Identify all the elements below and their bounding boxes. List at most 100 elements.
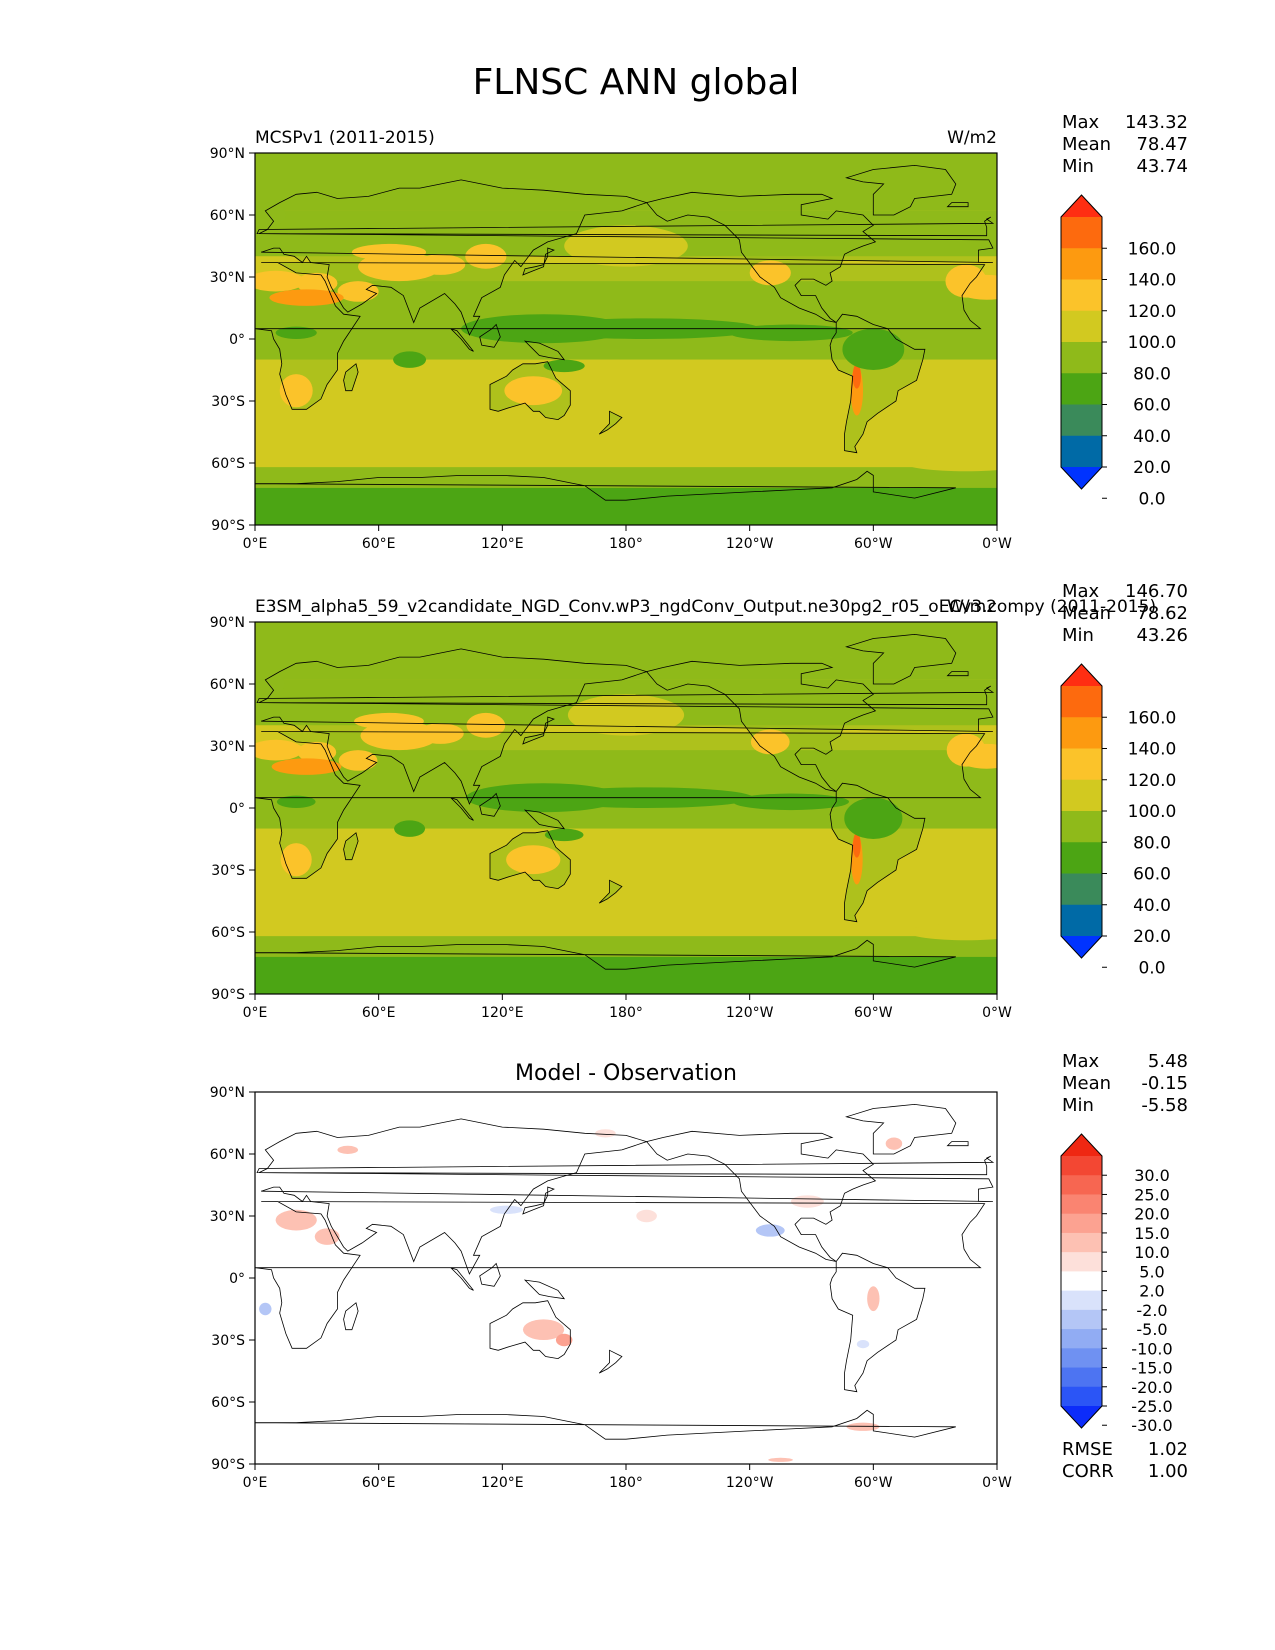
stat-value: -0.15 [1141, 1073, 1188, 1094]
lat-tick-label: 60°S [211, 1395, 245, 1411]
diff-feature [522, 1319, 565, 1340]
field-feature [732, 793, 850, 811]
colorbar-segment [1061, 310, 1102, 343]
panel-title-right: W/m2 [947, 597, 997, 617]
coastline-nz [598, 1349, 623, 1374]
diff-feature [595, 1129, 616, 1138]
coastline-borneo [479, 1262, 501, 1287]
field-feature [544, 828, 584, 842]
coastline-africa [255, 1201, 986, 1349]
colorbar-segment [1061, 1329, 1102, 1349]
coastline-sumatra [450, 328, 474, 352]
coastline-iceland [946, 202, 969, 208]
coastline-japan [522, 1186, 555, 1215]
field-land-eurasia [259, 648, 993, 804]
colorbar-segment [1061, 1252, 1102, 1272]
diff-feature [856, 1340, 870, 1349]
field-land-japan [522, 248, 554, 275]
coastline-borneo [479, 792, 501, 817]
field-band [255, 956, 997, 994]
panel-diff: Model - Observation 90°N 60°N 30°N 0° 30°S 60°… [210, 1051, 1188, 1491]
colorbar-tick-label: 20.0 [1133, 927, 1171, 947]
panel-test: MCSPv1 (2011-2015) W/m2 90°N 60°N 30°N 0° 30°S… [210, 112, 1188, 552]
field-feature [393, 351, 427, 368]
coastline-uk [256, 685, 995, 706]
stat-label: Mean [1062, 603, 1111, 624]
colorbar-segment [1061, 1156, 1102, 1176]
colorbar-segment [1061, 373, 1102, 405]
field-feature [852, 363, 861, 389]
colorbar-tick-label: 0.0 [1138, 958, 1165, 978]
stat-value: 146.70 [1125, 581, 1188, 602]
colorbar-tick-label: -2.0 [1136, 1301, 1167, 1320]
colorbar-tick-label: 30.0 [1134, 1166, 1170, 1185]
coastline-greenland [845, 633, 957, 685]
field-land-greenland [846, 634, 956, 684]
field-land-greenland [846, 165, 956, 215]
stat-value: 5.48 [1148, 1051, 1188, 1072]
diff-feature [337, 1145, 359, 1154]
field-feature [255, 739, 303, 761]
stat-label: Min [1062, 625, 1094, 646]
field-feature [297, 741, 337, 763]
colorbar-segment [1061, 748, 1102, 781]
lat-tick-label: 90°S [211, 1457, 245, 1473]
lon-tick-label: 60°E [362, 1005, 396, 1021]
field-feature [280, 843, 312, 877]
coastline-newguinea [523, 340, 566, 361]
colorbar-tick-label: 80.0 [1133, 833, 1171, 853]
coastline-australia [489, 361, 571, 421]
colorbar-tick-label: 160.0 [1128, 708, 1177, 728]
colorbar-tick-label: 0.0 [1138, 489, 1165, 509]
coastline-greenland [845, 1103, 957, 1155]
colorbar-tick-label: 25.0 [1134, 1185, 1170, 1204]
stat-value: 143.32 [1125, 112, 1188, 133]
coastline-samerica [829, 782, 926, 923]
diff-feature [275, 1209, 317, 1231]
lon-tick-label: 60°W [854, 1005, 893, 1021]
stat-label: Mean [1062, 1073, 1111, 1094]
panel-title-right: W/m2 [947, 128, 997, 148]
coastline-iceland [946, 1141, 969, 1147]
stat-label: Mean [1062, 134, 1111, 155]
colorbar-tick-label: -30.0 [1131, 1416, 1172, 1435]
coastline-newguinea [523, 809, 566, 830]
field-feature [354, 712, 424, 730]
colorbar-diff: 30.025.020.015.010.05.02.0-2.0-5.0-10.0-… [1060, 1133, 1173, 1435]
field-feature [276, 795, 316, 808]
field-feature [907, 923, 997, 941]
colorbar-tick-label: -25.0 [1131, 1397, 1172, 1416]
field-feature [415, 254, 466, 275]
colorbar-segment [1061, 1175, 1102, 1195]
coastline-borneo [479, 323, 501, 348]
diff-feature [259, 1302, 272, 1316]
panel-title-left: MCSPv1 (2011-2015) [255, 128, 435, 148]
diff-feature [768, 1457, 793, 1462]
field-feature [271, 758, 342, 775]
colorbar-segment [1061, 811, 1102, 843]
field-feature [337, 281, 379, 302]
diff-feature [846, 1422, 880, 1431]
field-feature [852, 832, 861, 858]
colorbar-tick-label: 140.0 [1128, 271, 1177, 291]
lat-tick-label: 90°S [211, 518, 245, 534]
stat-value: 43.74 [1136, 156, 1188, 177]
coastline-antarctica [255, 1409, 956, 1464]
lon-tick-label: 0°E [243, 1005, 268, 1021]
diff-feature [885, 1137, 903, 1150]
panel-ref: E3SM_alpha5_59_v2candidate_NGD_Conv.wP3_… [210, 581, 1188, 1021]
colorbar-segment [1061, 217, 1102, 249]
colorbar-extend-max [1061, 195, 1102, 217]
footer-stat-label: RMSE [1062, 1439, 1113, 1460]
colorbar-segment [1061, 1213, 1102, 1234]
coastline-eurasia [258, 179, 994, 336]
coastline-madagascar [343, 1302, 359, 1331]
lon-tick-label: 120°E [481, 1005, 524, 1021]
colorbar-segment [1061, 1348, 1102, 1369]
colorbar-tick-label: 160.0 [1128, 239, 1177, 259]
colorbar-tick-label: -5.0 [1136, 1320, 1167, 1339]
field-feature [466, 712, 506, 738]
field-feature [749, 260, 791, 286]
field-feature [504, 376, 563, 406]
